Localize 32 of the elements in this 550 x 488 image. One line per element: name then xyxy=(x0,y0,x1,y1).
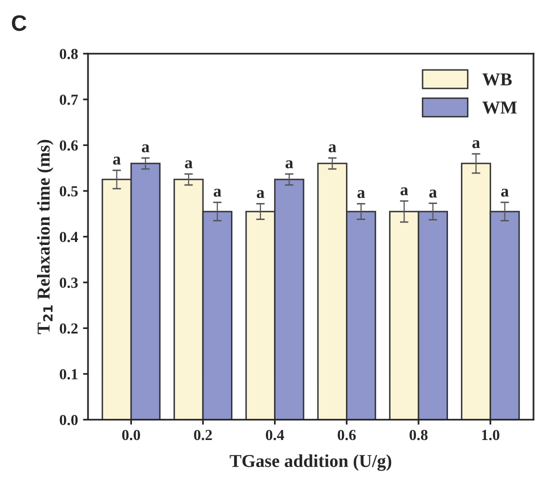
y-tick-label: 0.3 xyxy=(60,278,78,288)
legend-label: WM xyxy=(482,102,517,114)
data-label: a xyxy=(472,140,480,148)
y-axis-title: T$_{21}$ Relaxation time (ms) xyxy=(37,140,54,334)
y-tick-label: 0.8 xyxy=(60,48,78,60)
text: C xyxy=(12,15,26,31)
x-axis-title: TGase addition (U/g) xyxy=(230,454,392,471)
y-tick-label: 0.1 xyxy=(60,369,78,380)
text: 0.0 xyxy=(60,414,78,426)
data-label: a xyxy=(501,188,509,197)
y-tick-label: 0.5 xyxy=(60,186,78,196)
data-label: a xyxy=(286,160,294,168)
data-label: a xyxy=(328,144,336,152)
y-tick-label: 0.6 xyxy=(60,140,78,151)
data-label: a xyxy=(142,144,150,152)
data-label: a xyxy=(184,160,193,168)
data-label: a xyxy=(357,190,365,198)
data-label: a xyxy=(429,190,437,198)
data-label: a xyxy=(400,187,408,196)
x-tick-label: 0.0 xyxy=(122,430,140,440)
y-tick-label: 0.7 xyxy=(60,94,78,105)
data-label: a xyxy=(214,188,222,197)
y-tick-label: 0.4 xyxy=(60,232,78,242)
x-tick-label: 0.8 xyxy=(410,430,428,440)
data-label: a xyxy=(256,190,264,198)
data-label: a xyxy=(113,156,121,165)
y-tick-label: 0.2 xyxy=(60,323,78,334)
x-tick-label: 0.4 xyxy=(266,430,284,440)
x-tick-label: 0.6 xyxy=(338,430,356,440)
x-tick-label: 1.0 xyxy=(482,430,500,440)
x-tick-label: 0.2 xyxy=(194,430,212,440)
legend-label: WB xyxy=(482,73,512,86)
